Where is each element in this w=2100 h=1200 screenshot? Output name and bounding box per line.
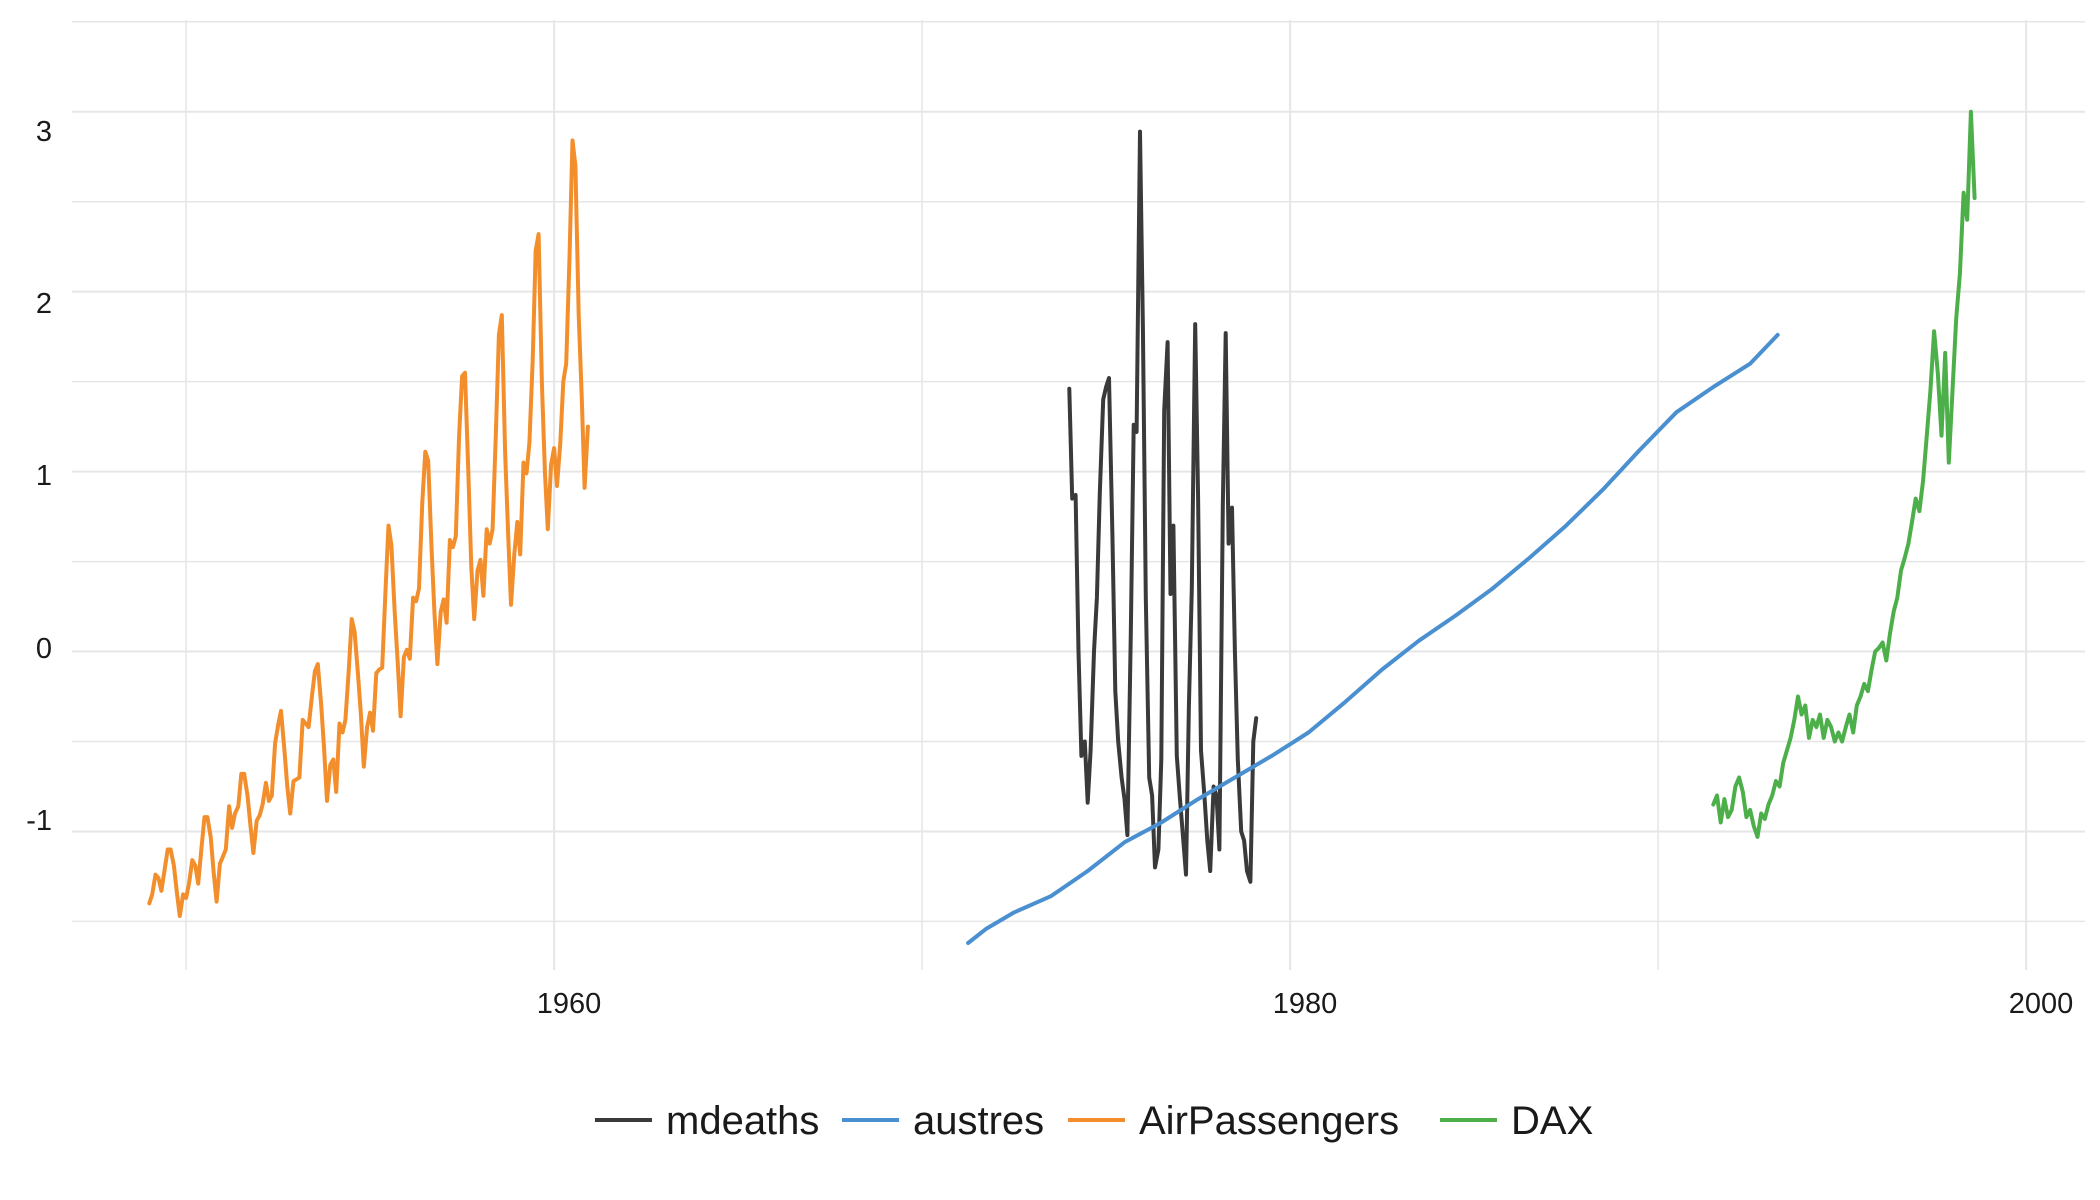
legend-item-mdeaths: mdeaths [595, 1099, 819, 1143]
x-tick-label: 2000 [2009, 988, 2074, 1020]
legend-item-dax: DAX [1440, 1099, 1593, 1143]
x-tick-label: 1980 [1273, 988, 1338, 1020]
y-tick-label: 2 [36, 288, 52, 320]
y-tick-label: 0 [36, 633, 52, 665]
legend-item-austres: austres [842, 1099, 1044, 1143]
series-line-airpassengers [147, 138, 590, 918]
series-line-dax [1711, 109, 1977, 839]
legend-label: austres [913, 1099, 1044, 1143]
legend-label: mdeaths [666, 1099, 819, 1143]
series-lines [147, 109, 1977, 945]
grid-lines [72, 20, 2085, 970]
series-line-austres [966, 332, 1780, 945]
legend-item-airpassengers: AirPassengers [1068, 1099, 1399, 1143]
y-tick-label: 3 [36, 116, 52, 148]
legend-label: AirPassengers [1139, 1099, 1399, 1143]
legend: mdeaths austres AirPassengers DAX [595, 1099, 1593, 1143]
y-tick-label: 1 [36, 460, 52, 492]
series-line-mdeaths [1067, 129, 1259, 884]
legend-label: DAX [1511, 1099, 1593, 1143]
x-tick-label: 1960 [537, 988, 602, 1020]
y-tick-label: -1 [26, 805, 52, 837]
axis-tick-labels: 3 2 1 0 -1 1960 1980 2000 [26, 116, 2073, 1020]
